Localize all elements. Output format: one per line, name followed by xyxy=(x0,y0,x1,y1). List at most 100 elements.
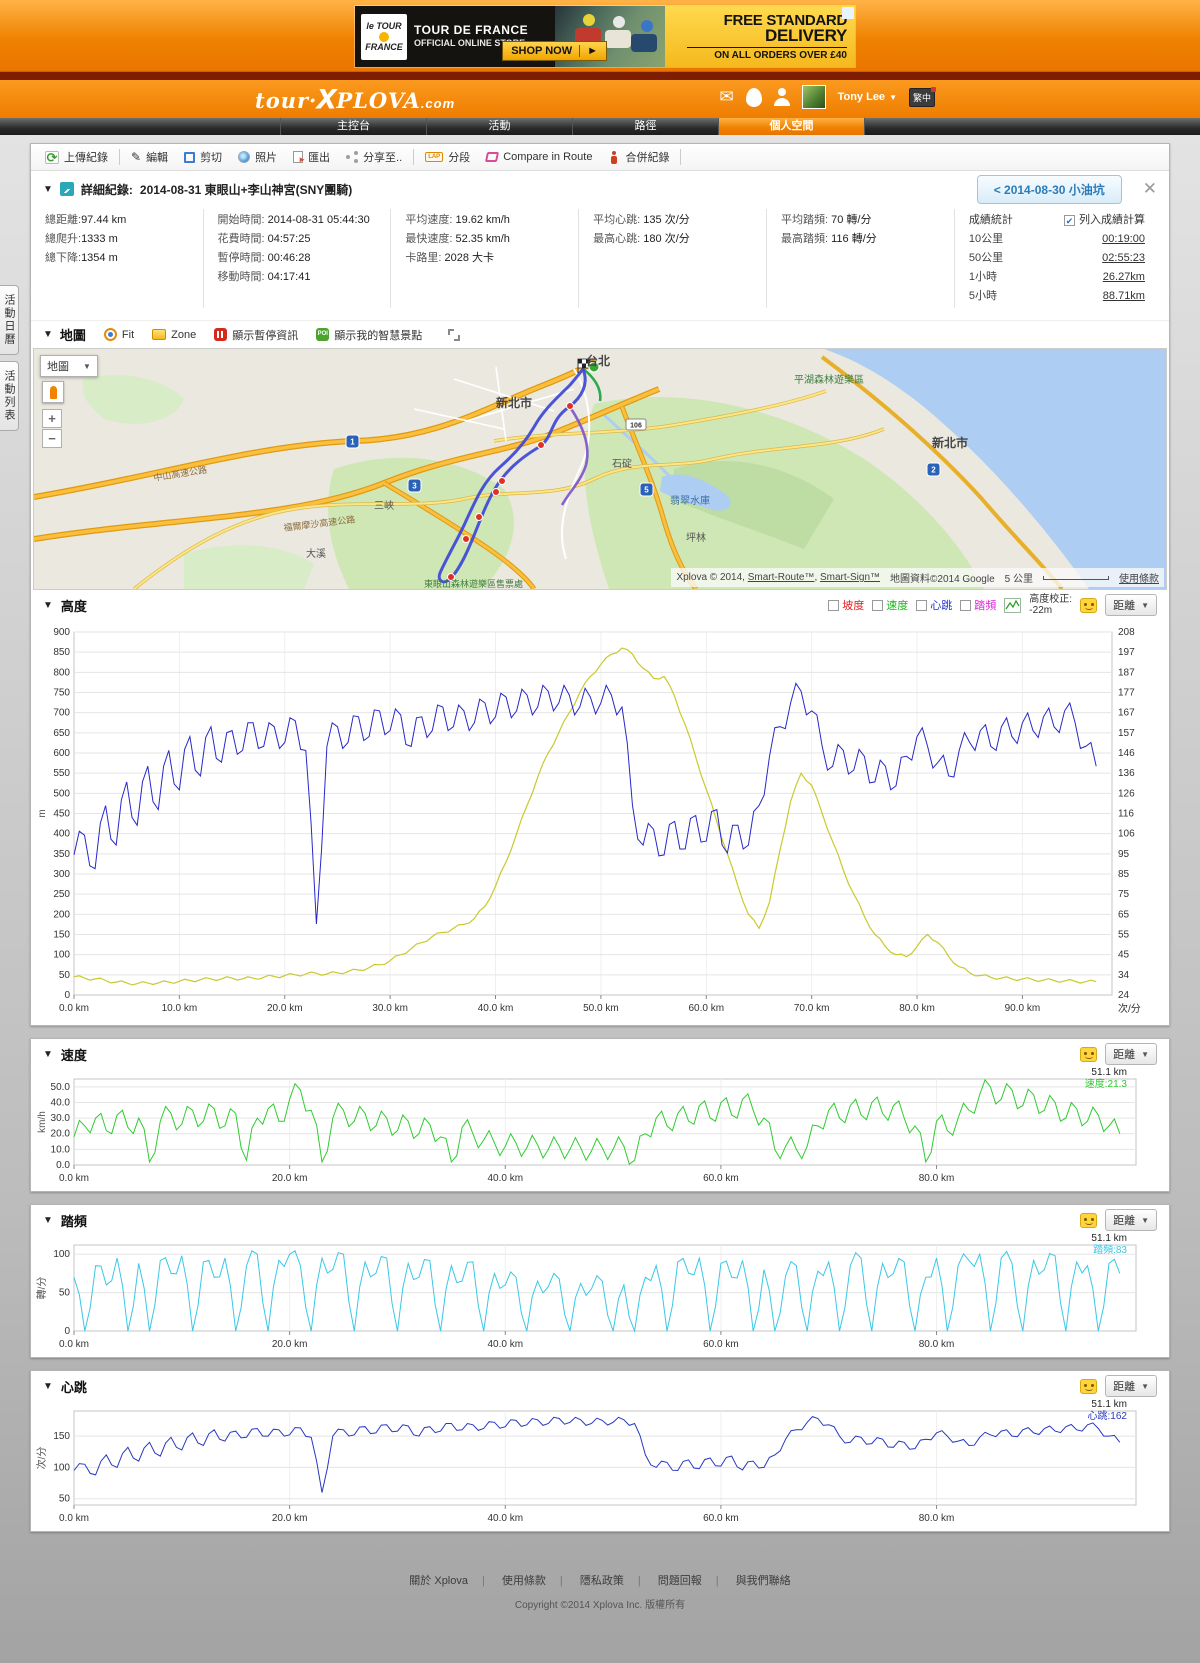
svg-text:50: 50 xyxy=(59,1494,71,1505)
svg-text:200: 200 xyxy=(53,909,70,920)
logo-x: X xyxy=(317,84,337,115)
map-canvas[interactable]: 1 3 5 2 106 台北 新北市 新北市 翡翠水庫 坪林 石碇 三峽 大溪 … xyxy=(34,349,1167,589)
x-axis-mode-dropdown[interactable]: 距離 ▼ xyxy=(1105,1375,1157,1397)
avatar[interactable] xyxy=(801,85,826,109)
terms-link[interactable]: 使用條款 xyxy=(1119,574,1159,585)
close-icon[interactable]: ✕ xyxy=(1142,179,1157,198)
fullscreen-icon[interactable] xyxy=(448,328,461,341)
nav-tab-routes[interactable]: 路徑 xyxy=(572,118,718,135)
person-icon[interactable] xyxy=(773,88,790,106)
map-fit-button[interactable]: Fit xyxy=(103,328,134,341)
footer-link-about[interactable]: 關於 Xplova xyxy=(409,1575,468,1587)
svg-text:50: 50 xyxy=(59,1288,71,1299)
merge-icon xyxy=(608,150,620,164)
footer-link-terms[interactable]: 使用條款 xyxy=(501,1575,546,1587)
performance-value-link[interactable]: 00:19:00 xyxy=(1102,233,1145,245)
include-in-stats-checkbox[interactable]: ✔ 列入成績計算 xyxy=(1063,214,1145,226)
svg-text:新北市: 新北市 xyxy=(496,395,532,410)
feedback-smiley-icon[interactable] xyxy=(1080,1212,1098,1228)
legend-heartrate-checkbox[interactable]: 心跳 xyxy=(916,597,952,613)
checkbox-icon[interactable] xyxy=(960,599,972,611)
collapse-triangle-icon[interactable]: ▼ xyxy=(43,1214,53,1226)
feedback-smiley-icon[interactable] xyxy=(1080,1378,1098,1394)
shop-now-button[interactable]: SHOP NOW ► xyxy=(502,41,607,61)
share-button[interactable]: 分享至.. xyxy=(338,144,410,170)
checkbox-icon[interactable] xyxy=(872,599,884,611)
map-zone-button[interactable]: Zone xyxy=(152,329,196,341)
photo-button[interactable]: 照片 xyxy=(230,144,285,170)
export-button[interactable]: 匯出 xyxy=(285,144,338,170)
cadence-chart[interactable]: 0 50 100 0.0 km 20.0 km 40.0 km 60.0 km 80.0 km… xyxy=(32,1235,1168,1357)
mail-icon[interactable]: ✉ xyxy=(719,87,734,106)
smart-sign-link[interactable]: Smart-Sign™ xyxy=(820,572,881,583)
performance-value-link[interactable]: 88.71km xyxy=(1102,290,1145,302)
heartrate-section-title: 心跳 xyxy=(60,1379,87,1395)
x-axis-mode-dropdown[interactable]: 距離 ▼ xyxy=(1105,1209,1157,1231)
pegman-icon[interactable] xyxy=(42,381,64,403)
legend-slope-checkbox[interactable]: 坡度 xyxy=(828,597,864,613)
legend-speed-checkbox[interactable]: 速度 xyxy=(872,597,908,613)
record-title: 2014-08-31 東眼山+李山神宮(SNY團騎) xyxy=(139,182,353,197)
svg-text:40.0 km: 40.0 km xyxy=(487,1513,523,1524)
collapse-triangle-icon[interactable]: ▼ xyxy=(43,1048,53,1060)
show-smart-poi-button[interactable]: POI 顯示我的智慧景點 xyxy=(316,328,423,342)
share-icon xyxy=(346,151,358,163)
checkbox-checked-icon[interactable] xyxy=(916,599,928,611)
x-axis-mode-dropdown[interactable]: 距離 ▼ xyxy=(1105,1043,1157,1065)
compare-in-route-button[interactable]: Compare in Route xyxy=(478,144,600,170)
svg-text:翡翠水庫: 翡翠水庫 xyxy=(670,494,710,507)
checkbox-icon[interactable] xyxy=(828,599,840,611)
adchoices-icon[interactable] xyxy=(842,7,854,19)
svg-text:20.0 km: 20.0 km xyxy=(272,1339,308,1350)
previous-record-button[interactable]: < 2014-08-30 小油坑 xyxy=(976,174,1122,204)
side-tabs: 活動日曆 活動列表 xyxy=(0,285,19,437)
footer-link-feedback[interactable]: 問題回報 xyxy=(657,1575,702,1587)
collapse-triangle-icon[interactable]: ▼ xyxy=(43,599,53,611)
footer-link-contact[interactable]: 與我們聯絡 xyxy=(735,1575,791,1587)
feedback-smiley-icon[interactable] xyxy=(1080,597,1098,613)
edit-button[interactable]: ✎ 編輯 xyxy=(131,150,169,164)
lap-button[interactable]: LAP 分段 xyxy=(417,144,478,170)
elevation-chart[interactable]: 0 24 50 34 100 45 150 55 200 65 250 75 300 85 350 95 400… xyxy=(32,620,1168,1025)
smart-route-link[interactable]: Smart-Route™ xyxy=(747,572,815,583)
side-tab-activity-calendar[interactable]: 活動日曆 xyxy=(0,285,19,355)
svg-text:50.0: 50.0 xyxy=(51,1082,71,1093)
legend-cadence-checkbox[interactable]: 踏頻 xyxy=(960,597,996,613)
page-footer: 關於 Xplova | 使用條款 | 隱私政策 | 問題回報 | 與我們聯絡 Copyr… xyxy=(0,1544,1200,1625)
collapse-triangle-icon[interactable]: ▼ xyxy=(43,1380,53,1392)
svg-text:900: 900 xyxy=(53,627,70,638)
zoom-in-button[interactable]: + xyxy=(42,409,62,428)
crop-button[interactable]: 剪切 xyxy=(176,144,230,170)
zoom-out-button[interactable]: − xyxy=(42,429,62,448)
merge-record-button[interactable]: 合併紀錄 xyxy=(600,144,677,170)
route-map[interactable]: 1 3 5 2 106 台北 新北市 新北市 翡翠水庫 坪林 石碇 三峽 大溪 … xyxy=(33,348,1167,590)
xplova-logo[interactable]: tour·XPLOVA.com xyxy=(255,84,455,115)
upload-record-button[interactable]: ⟳ 上傳紀錄 xyxy=(45,149,108,165)
chat-icon[interactable] xyxy=(745,87,762,107)
speed-chart[interactable]: 0.0 10.0 20.0 30.0 40.0 50.0 0.0 km 20.0 km 40.0… xyxy=(32,1069,1168,1191)
nav-tab-personal[interactable]: 個人空間 xyxy=(718,118,865,135)
x-axis-mode-dropdown[interactable]: 距離 ▼ xyxy=(1105,594,1157,616)
performance-value-link[interactable]: 02:55:23 xyxy=(1102,252,1145,264)
user-menu[interactable]: Tony Lee ▼ xyxy=(838,91,897,103)
ad-right-panel: FREE STANDARD DELIVERY ON ALL ORDERS OVE… xyxy=(665,6,855,67)
lap-icon: LAP xyxy=(425,152,444,162)
side-tab-activity-list[interactable]: 活動列表 xyxy=(0,361,19,431)
nav-tab-dashboard[interactable]: 主控台 xyxy=(280,118,426,135)
svg-text:80.0 km: 80.0 km xyxy=(919,1513,955,1524)
checkbox-checked-icon[interactable]: ✔ xyxy=(1063,215,1075,226)
map-type-dropdown[interactable]: 地圖 ▼ xyxy=(40,355,98,377)
collapse-triangle-icon[interactable]: ▼ xyxy=(43,183,53,195)
banner-ad[interactable]: le TOUR FRANCE TOUR DE FRANCE OFFICIAL O… xyxy=(355,6,855,67)
nav-tab-activities[interactable]: 活動 xyxy=(426,118,572,135)
show-pause-info-button[interactable]: 顯示暫停資訊 xyxy=(214,327,298,343)
language-badge[interactable]: 繁中 xyxy=(908,86,937,107)
chevron-down-icon: ▼ xyxy=(1141,600,1149,610)
collapse-triangle-icon[interactable]: ▼ xyxy=(43,329,53,340)
feedback-smiley-icon[interactable] xyxy=(1080,1046,1098,1062)
heartrate-chart[interactable]: 50 100 150 0.0 km 20.0 km 40.0 km 60.0 km 80.0 … xyxy=(32,1401,1168,1531)
svg-text:85: 85 xyxy=(1118,869,1130,880)
svg-text:3: 3 xyxy=(412,482,417,491)
footer-link-privacy[interactable]: 隱私政策 xyxy=(579,1575,624,1587)
performance-value-link[interactable]: 26.27km xyxy=(1102,271,1145,283)
